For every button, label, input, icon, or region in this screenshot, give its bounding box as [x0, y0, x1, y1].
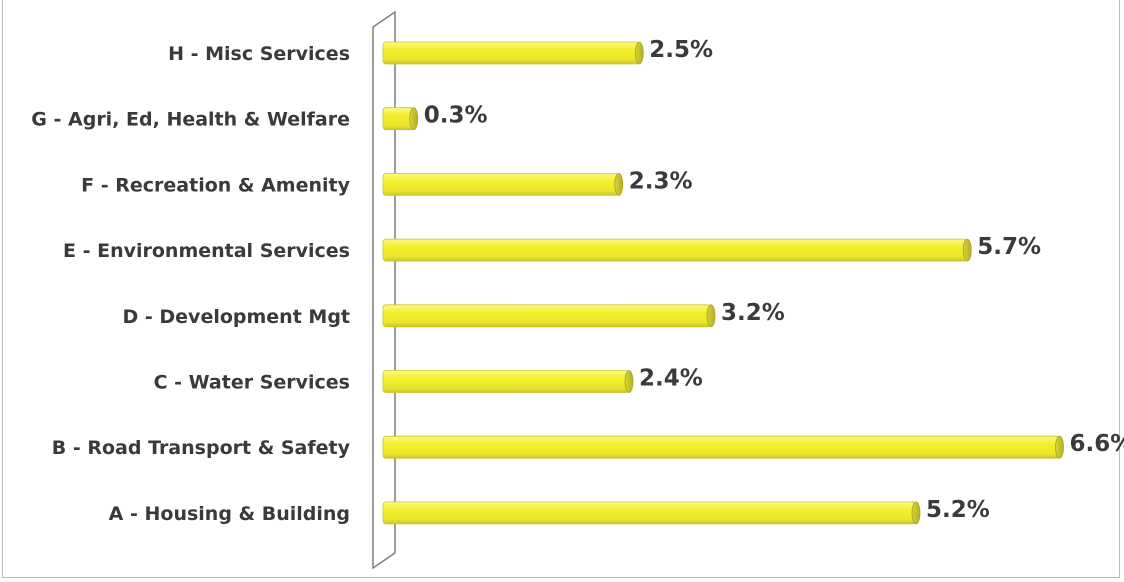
value-label-b: 6.6% [1070, 431, 1124, 457]
bar-cap-a [911, 501, 921, 525]
value-label-h: 2.5% [649, 37, 713, 63]
bar-h [382, 41, 640, 65]
bar-d [382, 304, 712, 328]
category-label-f: F - Recreation & Amenity [81, 174, 350, 196]
category-label-a: A - Housing & Building [109, 503, 350, 525]
bar-cap-g [409, 107, 419, 131]
axis-wall [372, 10, 396, 570]
value-label-g: 0.3% [424, 103, 488, 129]
bar-cap-f [614, 172, 624, 196]
category-label-d: D - Development Mgt [123, 306, 350, 328]
bar-a [382, 501, 917, 525]
value-label-e: 5.7% [977, 234, 1041, 260]
value-label-c: 2.4% [639, 366, 703, 392]
category-label-h: H - Misc Services [168, 43, 350, 65]
labels-layer: A - Housing & Building 5.2% B - Road Trans… [31, 37, 1124, 525]
bar-cap-d [706, 304, 716, 328]
category-label-c: C - Water Services [154, 372, 350, 394]
value-label-a: 5.2% [926, 497, 990, 523]
bar-g [382, 107, 415, 131]
category-label-e: E - Environmental Services [63, 240, 350, 262]
bar-b [382, 435, 1060, 459]
category-label-g: G - Agri, Ed, Health & Welfare [31, 109, 350, 131]
bar-cap-c [624, 370, 634, 393]
bar-cap-b [1055, 435, 1064, 459]
axis-layer [372, 10, 396, 570]
category-label-b: B - Road Transport & Safety [52, 437, 351, 459]
bar-c [382, 370, 630, 393]
bar-cap-h [634, 41, 644, 65]
value-label-d: 3.2% [721, 300, 785, 326]
bar-cap-e [962, 238, 972, 262]
bars-layer [382, 41, 1064, 525]
value-label-f: 2.3% [629, 168, 693, 194]
bar-f [382, 172, 620, 196]
bar-e [382, 238, 968, 262]
